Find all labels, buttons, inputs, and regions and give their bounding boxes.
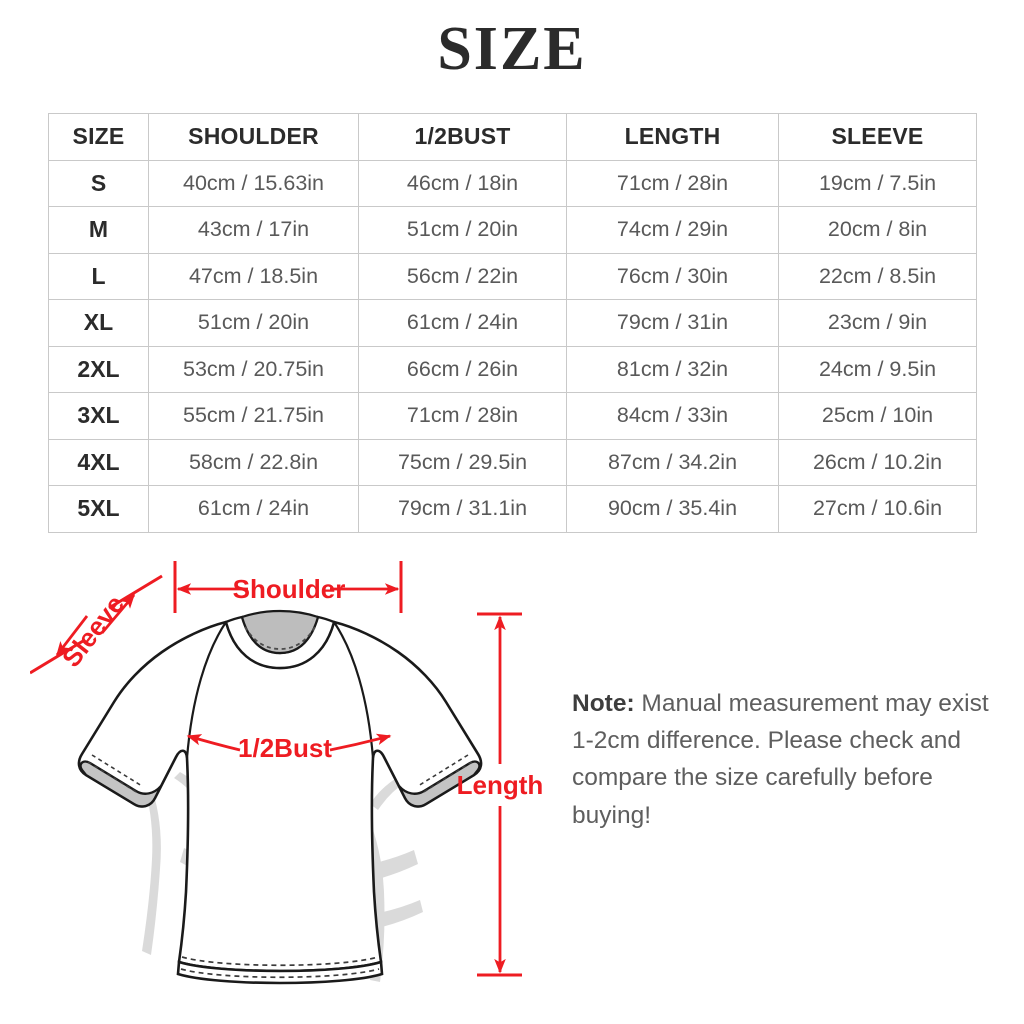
tshirt-hem-outline	[176, 960, 384, 985]
cell-sleeve: 20cm / 8in	[778, 206, 977, 254]
table-row: S 40cm / 15.63in 46cm / 18in 71cm / 28in…	[48, 159, 977, 207]
tshirt-illustration	[77, 609, 483, 985]
cell-shoulder: 51cm / 20in	[148, 299, 359, 347]
cell-length: 71cm / 28in	[566, 159, 779, 207]
cell-bust: 66cm / 26in	[358, 345, 567, 393]
tshirt-hem-stitch-lower	[180, 968, 380, 979]
length-measure-annotation: Length	[457, 612, 544, 977]
note-block: Note: Manual measurement may exist 1-2cm…	[572, 685, 990, 834]
cell-sleeve: 22cm / 8.5in	[778, 252, 977, 300]
sleeve-arrow-lower	[55, 615, 89, 657]
sleeve-arrow-upper	[100, 593, 136, 634]
cell-shoulder: 47cm / 18.5in	[148, 252, 359, 300]
size-chart-table: SIZE SHOULDER 1/2BUST LENGTH SLEEVE S 40…	[48, 113, 977, 533]
sleeve-tick-upper	[108, 574, 163, 610]
table-row: 4XL 58cm / 22.8in 75cm / 29.5in 87cm / 3…	[48, 438, 977, 486]
cell-bust: 75cm / 29.5in	[358, 438, 567, 486]
cell-bust: 79cm / 31.1in	[358, 485, 567, 533]
tshirt-graphic	[77, 609, 483, 985]
cell-bust: 46cm / 18in	[358, 159, 567, 207]
cell-length: 84cm / 33in	[566, 392, 779, 440]
size-chart-table-container: SIZE SHOULDER 1/2BUST LENGTH SLEEVE S 40…	[48, 113, 977, 533]
sleeve-label: Sleeve	[56, 589, 130, 672]
table-header-row: SIZE SHOULDER 1/2BUST LENGTH SLEEVE	[48, 113, 977, 161]
tshirt-left-cuff	[79, 760, 163, 808]
column-header-bust: 1/2BUST	[358, 113, 567, 161]
bust-arrow-right	[329, 733, 392, 752]
cell-bust: 61cm / 24in	[358, 299, 567, 347]
cell-sleeve: 26cm / 10.2in	[778, 438, 977, 486]
cell-bust: 51cm / 20in	[358, 206, 567, 254]
table-row: 5XL 61cm / 24in 79cm / 31.1in 90cm / 35.…	[48, 485, 977, 533]
cell-sleeve: 19cm / 7.5in	[778, 159, 977, 207]
measurement-diagram: Shoulder Sleeve 1/2Bust Length	[0, 548, 1024, 1024]
tshirt-right-cuff-stitch-2	[421, 761, 473, 794]
column-header-length: LENGTH	[566, 113, 779, 161]
cell-bust: 71cm / 28in	[358, 392, 567, 440]
table-row: M 43cm / 17in 51cm / 20in 74cm / 29in 20…	[48, 206, 977, 254]
sleeve-tick-lower	[30, 639, 84, 675]
table-row: L 47cm / 18.5in 56cm / 22in 76cm / 30in …	[48, 252, 977, 300]
cell-size: M	[48, 206, 149, 254]
bust-label: 1/2Bust	[238, 733, 332, 763]
page-title: SIZE	[437, 15, 587, 83]
cell-shoulder: 43cm / 17in	[148, 206, 359, 254]
table-row: 2XL 53cm / 20.75in 66cm / 26in 81cm / 32…	[48, 345, 977, 393]
table-row: XL 51cm / 20in 61cm / 24in 79cm / 31in 2…	[48, 299, 977, 347]
cell-size: XL	[48, 299, 149, 347]
column-header-sleeve: SLEEVE	[778, 113, 977, 161]
note-text: Manual measurement may exist 1-2cm diffe…	[572, 690, 989, 829]
table-row: 3XL 55cm / 21.75in 71cm / 28in 84cm / 33…	[48, 392, 977, 440]
cell-length: 74cm / 29in	[566, 206, 779, 254]
bust-arrow-left	[186, 734, 241, 752]
bust-measure-annotation: 1/2Bust	[186, 733, 392, 763]
column-header-shoulder: SHOULDER	[148, 113, 359, 161]
cell-length: 87cm / 34.2in	[566, 438, 779, 486]
tshirt-left-cuff-stitch-2	[87, 761, 139, 794]
cell-sleeve: 27cm / 10.6in	[778, 485, 977, 533]
tshirt-left-cuff-stitch	[91, 754, 143, 787]
cell-shoulder: 53cm / 20.75in	[148, 345, 359, 393]
tshirt-collar-inner	[240, 609, 320, 655]
column-header-size: SIZE	[48, 113, 149, 161]
cell-shoulder: 40cm / 15.63in	[148, 159, 359, 207]
sleeve-measure-annotation: Sleeve	[30, 574, 163, 675]
tshirt-right-shoulder-seam	[333, 621, 375, 759]
cell-size: 3XL	[48, 392, 149, 440]
cell-shoulder: 58cm / 22.8in	[148, 438, 359, 486]
tshirt-right-cuff-stitch	[417, 754, 469, 787]
measurement-annotations-overlay: Shoulder Sleeve 1/2Bust Length	[30, 561, 544, 977]
shoulder-label: Shoulder	[233, 574, 346, 604]
shoulder-measure-annotation: Shoulder	[173, 561, 403, 613]
cell-size: S	[48, 159, 149, 207]
cell-length: 76cm / 30in	[566, 252, 779, 300]
cell-size: 4XL	[48, 438, 149, 486]
cell-shoulder: 61cm / 24in	[148, 485, 359, 533]
cell-size: L	[48, 252, 149, 300]
cell-shoulder: 55cm / 21.75in	[148, 392, 359, 440]
cell-sleeve: 25cm / 10in	[778, 392, 977, 440]
cell-length: 79cm / 31in	[566, 299, 779, 347]
cell-sleeve: 23cm / 9in	[778, 299, 977, 347]
tshirt-right-cuff	[397, 760, 481, 808]
cell-sleeve: 24cm / 9.5in	[778, 345, 977, 393]
cell-length: 81cm / 32in	[566, 345, 779, 393]
cell-size: 2XL	[48, 345, 149, 393]
length-label: Length	[457, 770, 544, 800]
cell-bust: 56cm / 22in	[358, 252, 567, 300]
note-label: Note:	[572, 690, 635, 717]
cell-length: 90cm / 35.4in	[566, 485, 779, 533]
cell-size: 5XL	[48, 485, 149, 533]
